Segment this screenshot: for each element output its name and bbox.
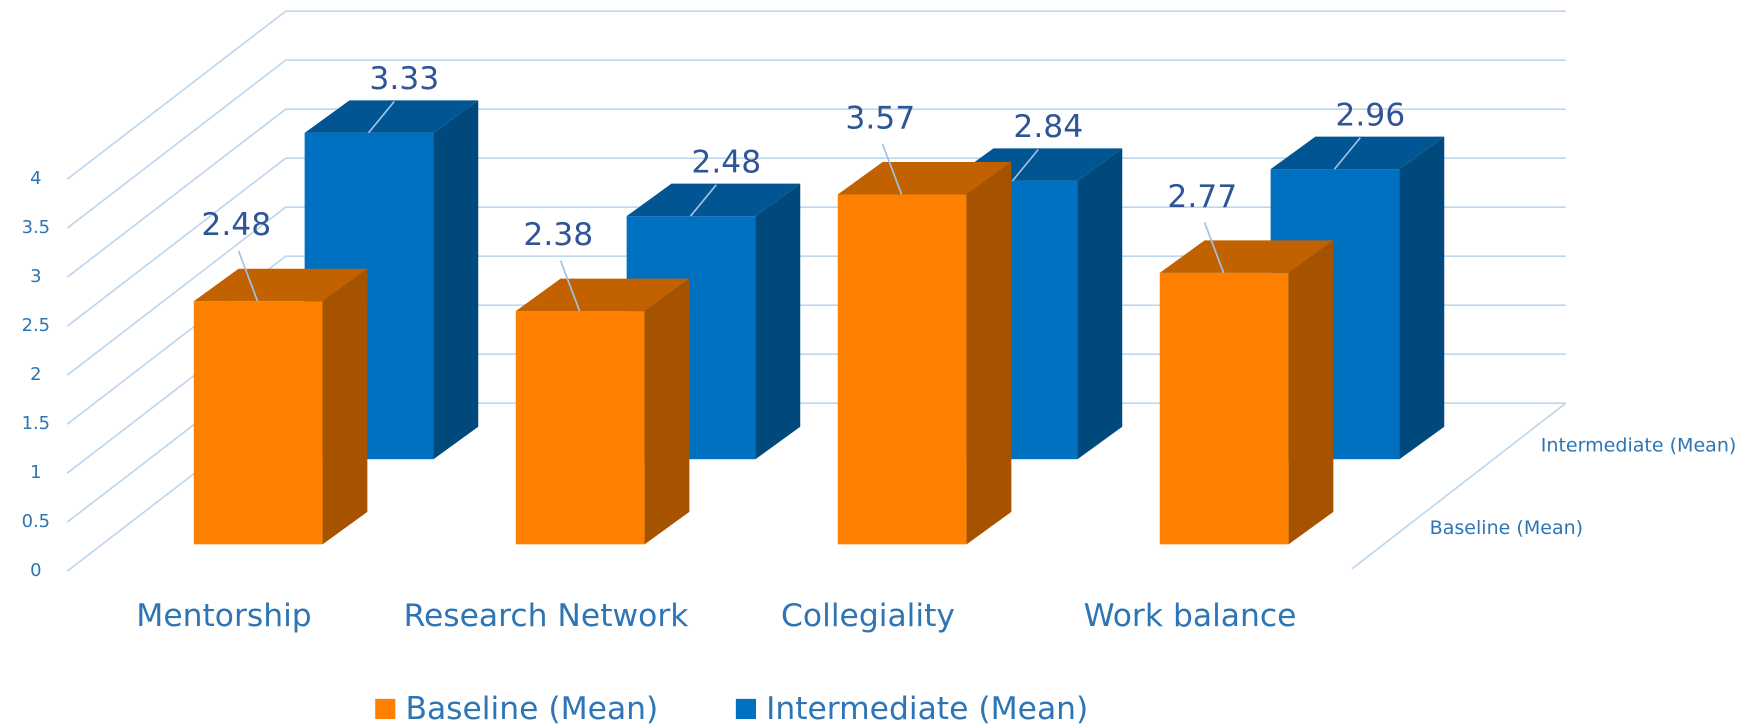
x-tick-label: Work balance <box>1084 598 1297 634</box>
grid-line <box>66 59 1566 229</box>
leader-line <box>689 184 717 217</box>
y-tick-label: 3.5 <box>22 217 50 238</box>
bar-top <box>626 183 801 217</box>
grid-line <box>66 108 1566 278</box>
y-tick-label: 3 <box>30 266 41 287</box>
bar-front <box>515 311 645 545</box>
bar-top <box>837 161 1012 195</box>
floor-edge <box>1351 402 1567 570</box>
data-label: 3.33 <box>369 61 439 97</box>
data-label: 2.77 <box>1167 179 1237 215</box>
grid-line <box>66 157 1566 327</box>
grid-line <box>66 10 1566 180</box>
legend-label: Intermediate (Mean) <box>766 691 1088 727</box>
bar-side <box>644 278 690 545</box>
data-label: 2.96 <box>1335 97 1405 133</box>
bar-side <box>322 268 368 545</box>
grid-line <box>66 255 1566 425</box>
bar-top <box>193 268 368 302</box>
bar-front <box>837 194 967 545</box>
grid-line <box>66 206 1566 376</box>
y-tick-label: 2 <box>30 364 41 385</box>
leader-line <box>1333 137 1361 170</box>
depth-label: Intermediate (Mean) <box>1541 434 1737 456</box>
legend-swatch <box>735 698 756 720</box>
x-tick-label: Mentorship <box>136 598 311 634</box>
bar-top <box>1159 240 1334 273</box>
bar-top <box>515 278 690 312</box>
data-label: 3.57 <box>845 100 915 136</box>
data-label: 2.48 <box>201 207 271 243</box>
bar-front <box>193 301 323 545</box>
bar-front <box>1159 272 1289 545</box>
leader-line <box>237 250 259 302</box>
bar-side <box>433 100 479 460</box>
y-tick-label: 2.5 <box>22 315 50 336</box>
depth-label: Baseline (Mean) <box>1430 517 1583 539</box>
bar-side <box>966 161 1012 545</box>
x-tick-label: Research Network <box>404 598 690 634</box>
bar-side <box>1077 148 1123 460</box>
data-label: 2.84 <box>1013 109 1083 145</box>
leader-line <box>1011 148 1039 182</box>
y-tick-label: 4 <box>30 168 41 189</box>
y-tick-label: 0.5 <box>22 511 50 532</box>
leader-line <box>881 143 903 195</box>
bar-top <box>304 100 479 133</box>
bar-side <box>1288 240 1334 545</box>
bar-side <box>755 183 801 460</box>
x-tick-label: Collegiality <box>781 598 955 634</box>
legend-label: Baseline (Mean) <box>405 691 658 727</box>
y-tick-label: 1 <box>30 462 41 483</box>
plot: 0 0.5 1 1.5 2 2.5 3 3.5 4 3.33 2.48 2.84 2.96 2.48 2.3… <box>22 10 1737 727</box>
leader-line <box>1203 222 1225 274</box>
leader-line <box>559 260 581 312</box>
leader-line <box>367 100 395 134</box>
legend-swatch <box>375 698 396 720</box>
y-tick-label: 1.5 <box>22 413 50 434</box>
data-label: 2.48 <box>691 145 761 181</box>
y-tick-label: 0 <box>30 560 41 581</box>
bar-side <box>1399 136 1445 460</box>
bar-top <box>1270 136 1445 170</box>
data-label: 2.38 <box>523 217 593 253</box>
